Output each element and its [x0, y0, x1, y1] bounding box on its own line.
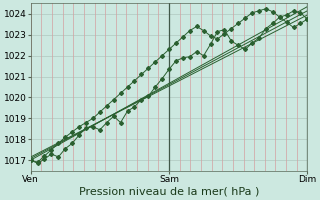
X-axis label: Pression niveau de la mer( hPa ): Pression niveau de la mer( hPa )	[79, 187, 259, 197]
